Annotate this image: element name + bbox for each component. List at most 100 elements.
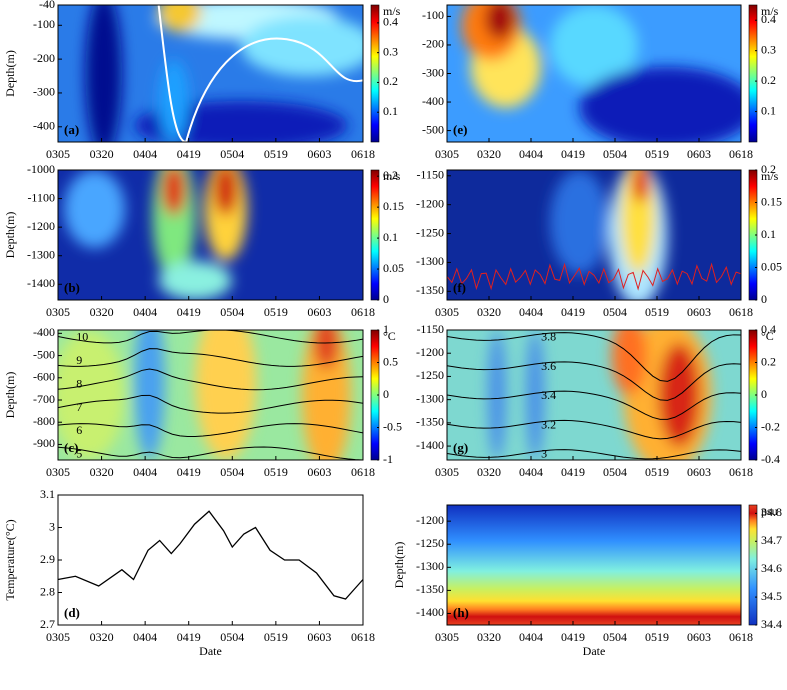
y-tick-label: -400: [422, 94, 444, 108]
y-tick-label: -400: [33, 119, 55, 133]
heatmap-blob: [314, 330, 339, 369]
x-tick-label: 0305: [435, 630, 459, 644]
panel-label: (b): [64, 280, 80, 295]
y-axis-label: Depth(m): [3, 372, 17, 419]
x-tick-label: 0519: [264, 305, 288, 319]
contour-label: 3.8: [541, 330, 556, 344]
y-tick-label: 2.9: [40, 552, 55, 566]
x-tick-label: 0404: [519, 305, 543, 319]
y-axis-label: Depth(m): [3, 212, 17, 259]
x-tick-label: 0404: [519, 630, 543, 644]
colorbar-tick-label: 0.15: [383, 199, 404, 213]
y-tick-label: -600: [33, 370, 55, 384]
panel: 10 9 8 7 6 5 -1 -0.5 0 0.5 1°C 0305 0320 0404 0419 0504…: [3, 322, 402, 479]
y-tick-label: -900: [33, 436, 55, 450]
plot-frame: [57, 4, 364, 143]
heatmap-field: [58, 330, 351, 460]
x-tick-label: 0305: [46, 147, 70, 161]
x-tick-label: 0320: [477, 465, 501, 479]
y-tick-label: 2.8: [40, 584, 55, 598]
line: [57, 510, 364, 600]
colorbar-tick-label: 0.2: [761, 162, 776, 176]
y-tick-label: -1300: [416, 254, 444, 268]
colorbar-tick-label: 0.1: [383, 104, 398, 118]
plot-frame: [57, 169, 364, 301]
contour-label: 3.4: [541, 388, 556, 402]
heatmap-blob: [195, 330, 257, 460]
colorbar-tick-label: 0: [761, 387, 767, 401]
x-tick-label: 0504: [603, 305, 627, 319]
x-tick-label: 0320: [90, 465, 114, 479]
x-tick-label: 0603: [307, 630, 331, 644]
colorbar: [748, 504, 758, 626]
x-tick-label: 0419: [561, 630, 585, 644]
colorbar-tick-label: 0.5: [383, 354, 398, 368]
heatmap: [447, 505, 741, 625]
colorbar-tick-label: 0: [383, 292, 389, 306]
colorbar-tick-label: 0.4: [383, 15, 398, 29]
colorbar-tick-label: 34.7: [761, 533, 782, 547]
colorbar-tick-label: -0.5: [383, 419, 402, 433]
y-tick-label: 3.1: [40, 487, 55, 501]
x-tick-label: 0618: [729, 305, 753, 319]
x-tick-label: 0404: [519, 465, 543, 479]
colorbar-tick-label: 0.1: [761, 103, 776, 117]
x-tick-label: 0305: [46, 630, 70, 644]
x-tick-label: 0305: [46, 305, 70, 319]
heatmap-blob: [58, 330, 126, 460]
colorbar-tick-label: 0.15: [761, 194, 782, 208]
y-tick-label: 3: [49, 519, 55, 533]
contour-label: 7: [76, 400, 82, 414]
y-tick-label: -200: [422, 37, 444, 51]
contour: [447, 361, 741, 401]
contour-label: 6: [76, 423, 82, 437]
contour: [157, 5, 363, 142]
heatmap-field: [461, 5, 741, 142]
y-tick-label: -1400: [416, 605, 444, 619]
colorbar-tick-label: 0.2: [761, 354, 776, 368]
x-tick-label: 0603: [307, 465, 331, 479]
y-tick-label: -1000: [27, 162, 55, 176]
colorbar-tick-label: 0.05: [383, 261, 404, 275]
x-tick-label: 0504: [220, 630, 244, 644]
contour-label: 10: [76, 330, 88, 344]
x-tick-label: 0618: [351, 305, 375, 319]
x-tick-label: 0603: [307, 305, 331, 319]
x-tick-label: 0618: [729, 465, 753, 479]
y-tick-label: -100: [422, 8, 444, 22]
x-tick-label: 0603: [687, 630, 711, 644]
x-tick-label: 0504: [603, 147, 627, 161]
colorbar: [748, 4, 758, 143]
heatmap-field: [85, 5, 363, 142]
colorbar: [370, 169, 380, 301]
heatmap: [58, 170, 363, 300]
x-tick-label: 0404: [133, 630, 157, 644]
heatmap-blob: [632, 170, 650, 203]
x-tick-label: 0519: [645, 465, 669, 479]
y-tick-label: -1300: [416, 391, 444, 405]
y-tick-label: -700: [33, 392, 55, 406]
heatmap-blob: [526, 330, 545, 460]
y-tick-label: -1250: [416, 368, 444, 382]
y-tick-label: -1250: [416, 536, 444, 550]
contour: [58, 423, 363, 437]
x-tick-label: 0305: [435, 305, 459, 319]
panel-label: (e): [453, 122, 467, 137]
panel: 3.8 3.6 3.4 3.2 3 -0.4 -0.2 0 0.2 0.4°C 0305 0320 04…: [416, 322, 780, 479]
x-tick-label: 0404: [133, 465, 157, 479]
y-tick-label: -1350: [416, 415, 444, 429]
contour: [58, 348, 363, 367]
heatmap-blob: [213, 170, 238, 216]
panel-label: (g): [453, 440, 468, 455]
x-tick-label: 0320: [477, 147, 501, 161]
plot-frame: [446, 329, 742, 461]
x-tick-label: 0504: [220, 147, 244, 161]
x-tick-label: 0404: [133, 147, 157, 161]
heatmap-field: [64, 170, 248, 300]
contour: [58, 446, 363, 460]
x-axis-label: Date: [583, 644, 606, 658]
contour-label: 8: [76, 376, 82, 390]
colorbar-tick-label: 34.6: [761, 561, 782, 575]
heatmap-blob: [549, 5, 639, 88]
x-tick-label: 0603: [307, 147, 331, 161]
